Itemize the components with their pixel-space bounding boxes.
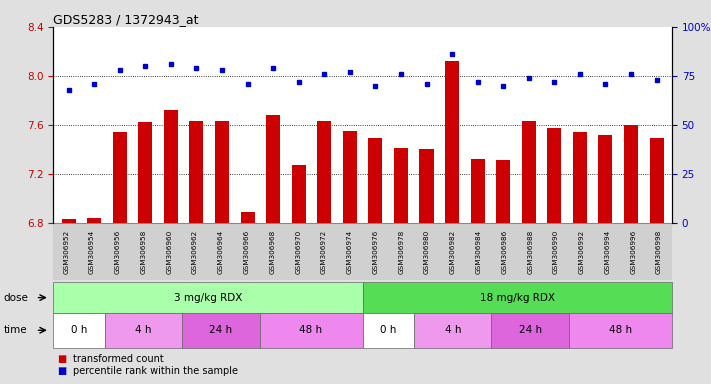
Bar — [87, 218, 101, 223]
Text: 48 h: 48 h — [299, 325, 323, 335]
Text: 4 h: 4 h — [444, 325, 461, 335]
Bar — [164, 110, 178, 223]
Text: GSM306992: GSM306992 — [579, 229, 584, 274]
Bar — [624, 125, 638, 223]
Text: GSM306956: GSM306956 — [114, 229, 121, 274]
Text: GDS5283 / 1372943_at: GDS5283 / 1372943_at — [53, 13, 199, 26]
Text: 24 h: 24 h — [518, 325, 542, 335]
Text: GSM306958: GSM306958 — [141, 229, 146, 274]
Text: transformed count: transformed count — [73, 354, 164, 364]
Text: 4 h: 4 h — [135, 325, 151, 335]
Text: dose: dose — [4, 293, 28, 303]
Bar — [394, 148, 408, 223]
Bar — [215, 121, 229, 223]
Bar — [240, 212, 255, 223]
Text: GSM306980: GSM306980 — [424, 229, 430, 274]
Text: GSM306972: GSM306972 — [321, 229, 327, 274]
Bar — [266, 115, 280, 223]
Bar — [445, 61, 459, 223]
Text: ■: ■ — [57, 366, 66, 376]
Bar — [547, 129, 562, 223]
Text: GSM306952: GSM306952 — [63, 229, 69, 274]
Text: GSM306986: GSM306986 — [501, 229, 508, 274]
Bar — [419, 149, 434, 223]
Text: GSM306990: GSM306990 — [553, 229, 559, 274]
Bar — [343, 131, 357, 223]
Text: percentile rank within the sample: percentile rank within the sample — [73, 366, 237, 376]
Text: GSM306966: GSM306966 — [244, 229, 250, 274]
Text: GSM306960: GSM306960 — [166, 229, 172, 274]
Bar — [496, 160, 510, 223]
Text: 48 h: 48 h — [609, 325, 632, 335]
Text: GSM306984: GSM306984 — [476, 229, 481, 274]
Text: GSM306994: GSM306994 — [604, 229, 611, 274]
Text: GSM306982: GSM306982 — [450, 229, 456, 274]
Text: GSM306988: GSM306988 — [527, 229, 533, 274]
Bar — [62, 219, 75, 223]
Text: 24 h: 24 h — [209, 325, 232, 335]
Bar — [292, 165, 306, 223]
Text: GSM306978: GSM306978 — [398, 229, 405, 274]
Text: GSM306998: GSM306998 — [656, 229, 662, 274]
Text: time: time — [4, 325, 27, 335]
Text: GSM306970: GSM306970 — [295, 229, 301, 274]
Text: 3 mg/kg RDX: 3 mg/kg RDX — [173, 293, 242, 303]
Text: GSM306962: GSM306962 — [192, 229, 198, 274]
Text: GSM306996: GSM306996 — [630, 229, 636, 274]
Text: GSM306964: GSM306964 — [218, 229, 224, 274]
Text: 18 mg/kg RDX: 18 mg/kg RDX — [480, 293, 555, 303]
Bar — [317, 121, 331, 223]
Text: 0 h: 0 h — [71, 325, 87, 335]
Text: GSM306976: GSM306976 — [373, 229, 378, 274]
Text: 0 h: 0 h — [380, 325, 397, 335]
Text: GSM306974: GSM306974 — [347, 229, 353, 274]
Bar — [522, 121, 536, 223]
Bar — [139, 122, 152, 223]
Text: GSM306968: GSM306968 — [269, 229, 275, 274]
Bar — [113, 132, 127, 223]
Bar — [573, 132, 587, 223]
Bar — [599, 135, 612, 223]
Text: GSM306954: GSM306954 — [89, 229, 95, 274]
Bar — [189, 121, 203, 223]
Text: ■: ■ — [57, 354, 66, 364]
Bar — [650, 138, 663, 223]
Bar — [471, 159, 485, 223]
Bar — [368, 138, 383, 223]
